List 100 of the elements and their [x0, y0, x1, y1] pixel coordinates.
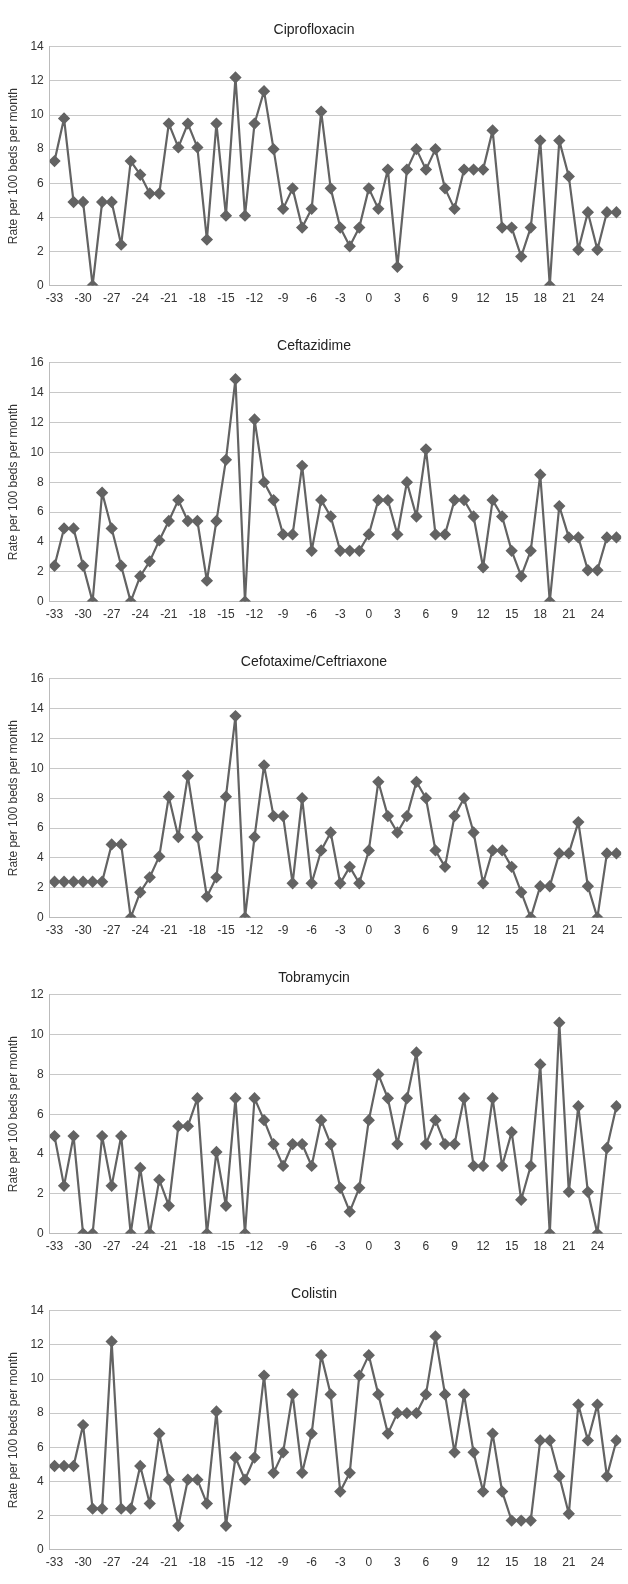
point	[563, 531, 575, 544]
y-tick-label: 14	[30, 39, 45, 54]
point	[96, 1502, 108, 1515]
point	[525, 545, 537, 557]
x-tick-label: -18	[188, 1239, 207, 1254]
x-tick-label: 9	[451, 1239, 459, 1254]
x-tick-label: -30	[74, 923, 93, 938]
x-tick-label: -15	[217, 1239, 235, 1254]
x-tick-label: 21	[562, 923, 576, 938]
y-axis-title: Rate per 100 beds per month	[5, 88, 20, 245]
point	[296, 792, 308, 804]
point	[534, 469, 546, 481]
point	[258, 476, 270, 488]
point	[553, 134, 565, 147]
x-tick-label: -9	[277, 923, 289, 938]
x-tick-label: -9	[277, 607, 289, 622]
point	[153, 534, 165, 547]
point	[115, 838, 127, 851]
point	[382, 1427, 394, 1440]
point	[382, 494, 394, 506]
point	[401, 1092, 413, 1104]
x-tick-label: -15	[217, 1555, 235, 1570]
point	[563, 170, 575, 183]
point	[505, 861, 518, 873]
point	[572, 1100, 585, 1112]
point	[153, 1174, 165, 1186]
x-tick-label: -27	[102, 1239, 121, 1254]
x-tick-label: -12	[245, 923, 264, 938]
point	[163, 1473, 175, 1486]
y-tick-label: 8	[37, 141, 45, 156]
y-tick-label: 8	[37, 790, 45, 805]
x-tick-label: -12	[245, 607, 264, 622]
point	[353, 221, 365, 234]
x-tick-label: -33	[45, 291, 64, 306]
point	[429, 844, 442, 857]
y-tick-label: 4	[37, 534, 45, 549]
y-tick-label: 8	[37, 1066, 45, 1081]
point	[410, 510, 423, 523]
x-tick-label: 21	[562, 1239, 576, 1254]
point	[505, 1514, 518, 1527]
point	[372, 776, 385, 788]
point	[77, 876, 89, 888]
x-tick-label: -33	[45, 1239, 64, 1254]
y-tick-label: 6	[37, 1439, 45, 1454]
point	[429, 143, 442, 155]
y-tick-label: 10	[30, 1371, 45, 1386]
x-tick-label: -21	[160, 607, 178, 622]
point	[296, 460, 308, 472]
point	[572, 1398, 585, 1411]
point	[334, 877, 346, 889]
x-tick-label: -24	[131, 1239, 150, 1254]
point	[49, 1460, 61, 1472]
point	[144, 187, 156, 200]
x-tick-label: -3	[334, 607, 346, 622]
point	[248, 831, 261, 843]
point	[267, 810, 280, 822]
point	[467, 1160, 480, 1172]
x-tick-label: 0	[365, 291, 373, 306]
point	[410, 143, 423, 155]
point	[582, 1186, 594, 1198]
point	[420, 1138, 432, 1150]
x-tick-label: -6	[306, 1239, 318, 1254]
point	[344, 861, 356, 873]
point	[153, 1427, 165, 1440]
x-tick-label: 12	[476, 291, 491, 306]
point	[563, 1508, 575, 1520]
point	[277, 1446, 289, 1459]
x-tick-label: -21	[160, 1239, 178, 1254]
point	[363, 182, 375, 195]
x-tick-label: -3	[334, 923, 346, 938]
x-tick-label: 3	[394, 1239, 402, 1254]
point	[582, 206, 594, 218]
point	[315, 1114, 327, 1126]
point	[448, 203, 461, 215]
x-tick-label: -18	[188, 1555, 207, 1570]
y-tick-label: 2	[37, 243, 45, 258]
point	[315, 844, 327, 857]
point	[296, 1467, 308, 1479]
point	[191, 831, 204, 843]
x-tick-label: -12	[245, 1239, 264, 1254]
point	[58, 1460, 70, 1472]
x-tick-label: 18	[533, 291, 548, 306]
x-tick-label: -6	[306, 291, 318, 306]
y-tick-label: 12	[30, 73, 45, 88]
point	[286, 1138, 299, 1150]
point	[439, 528, 451, 541]
point	[229, 710, 242, 722]
y-tick-label: 12	[30, 414, 45, 429]
point	[391, 261, 404, 273]
point	[172, 831, 185, 843]
point	[58, 522, 70, 535]
y-tick-label: 4	[37, 1146, 45, 1161]
y-tick-label: 0	[37, 593, 45, 608]
point	[372, 1068, 385, 1081]
point	[210, 871, 223, 883]
point	[439, 861, 451, 873]
y-axis-title: Rate per 100 beds per month	[5, 404, 20, 561]
point	[515, 250, 527, 263]
x-tick-label: 6	[422, 923, 430, 938]
point	[305, 545, 318, 557]
